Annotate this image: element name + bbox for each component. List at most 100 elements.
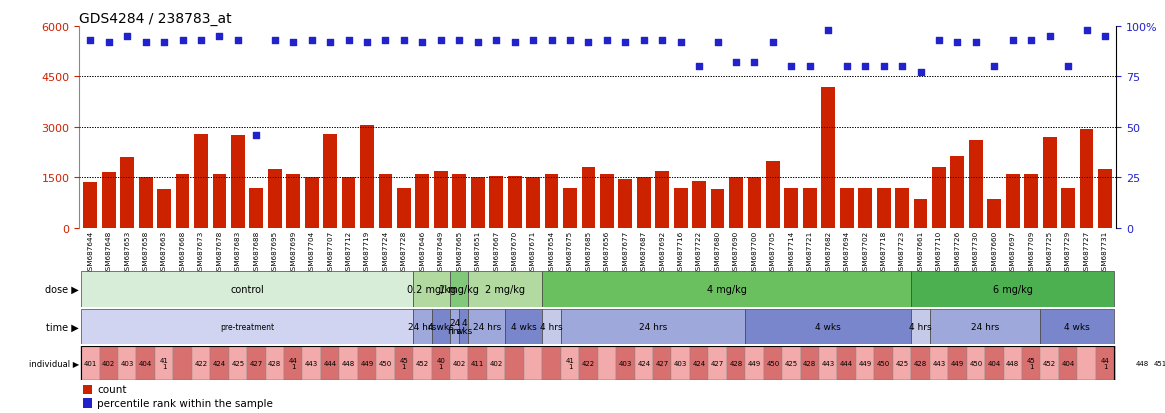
Point bbox=[671, 40, 690, 46]
Point bbox=[1003, 38, 1022, 44]
Bar bbox=[711, 190, 725, 228]
Text: 44
1: 44 1 bbox=[1101, 357, 1109, 369]
Point bbox=[746, 60, 764, 66]
Bar bbox=[397, 188, 411, 228]
Text: dose ▶: dose ▶ bbox=[45, 284, 79, 294]
Bar bbox=[433, 171, 447, 228]
Text: 450: 450 bbox=[877, 360, 890, 366]
Point bbox=[1095, 33, 1114, 40]
Bar bbox=[284, 346, 303, 380]
Bar bbox=[1078, 346, 1096, 380]
Text: 450: 450 bbox=[767, 360, 779, 366]
Point bbox=[284, 40, 303, 46]
Bar bbox=[1061, 188, 1075, 228]
Bar bbox=[120, 158, 134, 228]
Point bbox=[838, 64, 856, 71]
Point bbox=[930, 38, 948, 44]
Text: 45
1: 45 1 bbox=[400, 357, 408, 369]
Text: 444: 444 bbox=[840, 360, 853, 366]
Bar bbox=[708, 346, 727, 380]
Text: time ▶: time ▶ bbox=[47, 321, 79, 332]
Bar bbox=[930, 309, 1040, 344]
Point bbox=[487, 38, 506, 44]
Text: GSM687709: GSM687709 bbox=[1029, 230, 1035, 275]
Text: GSM687726: GSM687726 bbox=[954, 230, 960, 275]
Text: 404: 404 bbox=[988, 360, 1001, 366]
Text: 422: 422 bbox=[195, 360, 207, 366]
Point bbox=[1040, 33, 1059, 40]
Bar bbox=[911, 346, 930, 380]
Text: 448: 448 bbox=[1007, 360, 1019, 366]
Bar bbox=[210, 346, 228, 380]
Bar bbox=[560, 346, 579, 380]
Bar bbox=[581, 168, 595, 228]
Point bbox=[819, 28, 838, 34]
Text: GSM687661: GSM687661 bbox=[918, 230, 924, 275]
Bar bbox=[616, 346, 635, 380]
Text: count: count bbox=[98, 384, 127, 394]
Text: 1 mg/kg: 1 mg/kg bbox=[439, 284, 479, 294]
Bar bbox=[1022, 346, 1040, 380]
Text: 425: 425 bbox=[896, 360, 909, 366]
Point bbox=[856, 64, 875, 71]
Text: GSM687714: GSM687714 bbox=[789, 230, 795, 275]
Bar bbox=[506, 346, 524, 380]
Bar bbox=[1132, 346, 1151, 380]
Bar bbox=[414, 309, 431, 344]
Text: 402: 402 bbox=[489, 360, 503, 366]
Text: 428: 428 bbox=[268, 360, 282, 366]
Bar bbox=[875, 346, 892, 380]
Text: 443: 443 bbox=[932, 360, 946, 366]
Text: percentile rank within the sample: percentile rank within the sample bbox=[98, 398, 274, 408]
Bar bbox=[431, 309, 450, 344]
Text: GSM687728: GSM687728 bbox=[401, 230, 407, 275]
Point bbox=[155, 40, 174, 46]
Bar bbox=[767, 161, 779, 228]
Bar bbox=[195, 134, 207, 228]
Text: GSM687649: GSM687649 bbox=[438, 230, 444, 275]
Bar bbox=[654, 346, 671, 380]
Bar bbox=[249, 188, 263, 228]
Bar bbox=[690, 346, 708, 380]
Bar bbox=[877, 188, 890, 228]
Bar bbox=[579, 346, 598, 380]
Text: 427: 427 bbox=[656, 360, 669, 366]
Bar bbox=[459, 309, 468, 344]
Text: GSM687660: GSM687660 bbox=[991, 230, 997, 275]
Text: GSM687719: GSM687719 bbox=[363, 230, 370, 275]
Point bbox=[395, 38, 414, 44]
Bar bbox=[320, 346, 339, 380]
Bar bbox=[911, 272, 1114, 307]
Bar bbox=[305, 178, 318, 228]
Text: 411: 411 bbox=[471, 360, 485, 366]
Bar bbox=[118, 346, 136, 380]
Text: GSM687722: GSM687722 bbox=[697, 230, 702, 275]
Text: 0.2 mg/kg: 0.2 mg/kg bbox=[407, 284, 457, 294]
Text: GSM687725: GSM687725 bbox=[1046, 230, 1053, 275]
Bar bbox=[838, 346, 856, 380]
Text: GSM687680: GSM687680 bbox=[714, 230, 721, 275]
Text: GSM687712: GSM687712 bbox=[346, 230, 352, 275]
Text: GSM687692: GSM687692 bbox=[659, 230, 665, 275]
Text: GSM687653: GSM687653 bbox=[125, 230, 130, 275]
Text: 4 mg/kg: 4 mg/kg bbox=[707, 284, 747, 294]
Bar bbox=[671, 346, 690, 380]
Point bbox=[1078, 28, 1096, 34]
Bar bbox=[1114, 346, 1132, 380]
Point bbox=[967, 40, 986, 46]
Bar bbox=[692, 181, 706, 228]
Bar bbox=[542, 309, 560, 344]
Bar bbox=[1099, 170, 1111, 228]
Text: 403: 403 bbox=[675, 360, 687, 366]
Bar bbox=[598, 346, 616, 380]
Text: 450: 450 bbox=[379, 360, 393, 366]
Bar bbox=[212, 175, 226, 228]
Bar bbox=[1080, 129, 1094, 228]
Bar bbox=[859, 188, 873, 228]
Bar bbox=[913, 200, 927, 228]
Point bbox=[247, 133, 266, 139]
Bar bbox=[748, 178, 762, 228]
Text: 4 hrs: 4 hrs bbox=[909, 322, 932, 331]
Text: GSM687730: GSM687730 bbox=[973, 230, 979, 275]
Text: GSM687697: GSM687697 bbox=[1010, 230, 1016, 275]
